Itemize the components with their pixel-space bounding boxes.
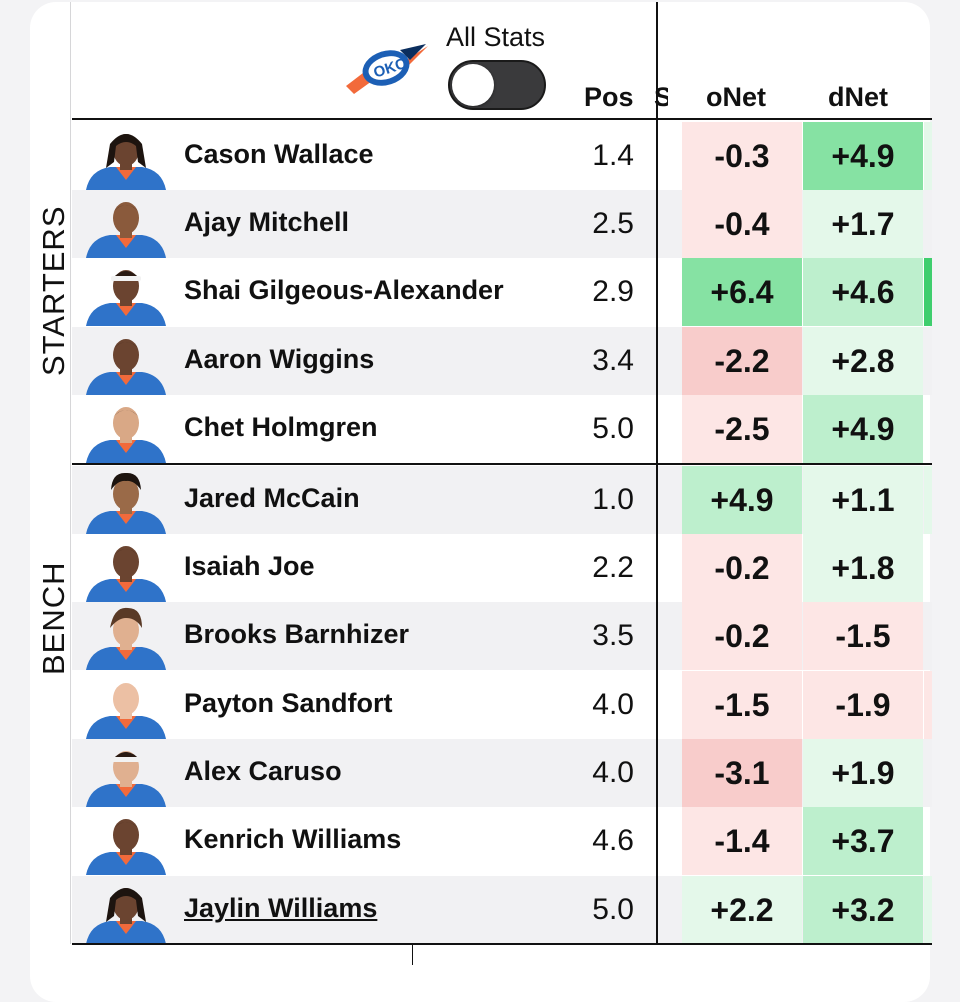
all-stats-toggle[interactable] [448,60,546,110]
onet-cell: -2.5 [682,395,802,463]
player-position: 4.6 [592,824,634,857]
player-position: 1.0 [592,483,634,516]
footer-divider [412,945,413,965]
player-photo [86,134,166,190]
all-stats-label: All Stats [446,22,546,52]
column-header-pos[interactable]: Pos [584,82,634,112]
onet-cell: -0.2 [682,602,802,670]
player-photo [86,339,166,395]
dnet-cell: +3.7 [803,807,923,875]
player-photo [86,407,166,463]
player-photo [86,270,166,326]
player-name[interactable]: Alex Caruso [184,756,342,786]
dnet-cell: +4.9 [803,122,923,190]
column-header-onet[interactable]: oNet [706,82,766,112]
player-photo [86,607,166,670]
table-row[interactable]: Isaiah Joe 2.2 -0.2 +1.8 [72,534,932,602]
table-row[interactable]: Brooks Barnhizer 3.5 -0.2 -1.5 [72,602,932,670]
onet-cell: -1.5 [682,671,802,739]
next-column-edge [924,807,932,875]
dnet-cell: +1.1 [803,466,923,534]
table-row[interactable]: Kenrich Williams 4.6 -1.4 +3.7 [72,807,932,875]
table-row[interactable]: Ajay Mitchell 2.5 -0.4 +1.7 [72,190,932,258]
player-name[interactable]: Shai Gilgeous-Alexander [184,275,504,305]
onet-cell: -3.1 [682,739,802,807]
player-photo [86,683,166,739]
player-name[interactable]: Kenrich Williams [184,824,402,854]
next-column-edge [924,602,932,670]
dnet-cell: +3.2 [803,876,923,944]
toggle-knob [452,64,494,106]
player-position: 5.0 [592,412,634,445]
table-row[interactable]: Shai Gilgeous-Alexander 2.9 +6.4 +4.6 [72,258,932,326]
table-row[interactable]: Jared McCain 1.0 +4.9 +1.1 [72,466,932,534]
player-position: 2.2 [592,551,634,584]
table-row[interactable]: Chet Holmgren 5.0 -2.5 +4.9 [72,395,932,463]
player-position: 1.4 [592,139,634,172]
player-name[interactable]: Chet Holmgren [184,412,378,442]
player-photo [86,472,166,534]
player-name[interactable]: Jaylin Williams [184,893,378,923]
dnet-cell: -1.9 [803,671,923,739]
next-column-edge [924,190,932,258]
table-row[interactable]: Jaylin Williams 5.0 +2.2 +3.2 [72,876,932,944]
table-row[interactable]: Payton Sandfort 4.0 -1.5 -1.9 [72,671,932,739]
player-name[interactable]: Ajay Mitchell [184,207,350,237]
column-divider [656,2,658,944]
player-photo [86,888,166,944]
player-position: 5.0 [592,893,634,926]
dnet-cell: +2.8 [803,327,923,395]
dnet-cell: +4.6 [803,258,923,326]
group-label-bench: BENCH [36,561,71,675]
player-name[interactable]: Jared McCain [184,483,360,513]
onet-cell: +4.9 [682,466,802,534]
onet-cell: +2.2 [682,876,802,944]
dnet-cell: +4.9 [803,395,923,463]
player-name[interactable]: Aaron Wiggins [184,344,375,374]
next-column-edge [924,876,932,944]
group-label-starters: STARTERS [36,205,71,377]
next-column-edge [924,122,932,190]
onet-cell: -2.2 [682,327,802,395]
okc-thunder-logo: OKC [346,44,428,94]
player-position: 4.0 [592,688,634,721]
next-column-edge [924,327,932,395]
table-row[interactable]: Alex Caruso 4.0 -3.1 +1.9 [72,739,932,807]
player-position: 3.5 [592,619,634,652]
player-position: 2.5 [592,207,634,240]
dnet-cell: -1.5 [803,602,923,670]
onet-cell: -0.3 [682,122,802,190]
onet-cell: +6.4 [682,258,802,326]
next-column-edge [924,395,932,463]
starters-bench-divider [72,463,932,465]
onet-cell: -0.2 [682,534,802,602]
player-photo [86,202,166,258]
player-position: 4.0 [592,756,634,789]
next-column-edge [924,258,932,326]
column-header-dnet[interactable]: dNet [828,82,888,112]
onet-cell: -1.4 [682,807,802,875]
player-photo [86,819,166,875]
frozen-column-divider [70,2,71,944]
onet-cell: -0.4 [682,190,802,258]
player-name[interactable]: Brooks Barnhizer [184,619,410,649]
table-row[interactable]: Cason Wallace 1.4 -0.3 +4.9 [72,122,932,190]
player-name[interactable]: Isaiah Joe [184,551,315,581]
dnet-cell: +1.8 [803,534,923,602]
dnet-cell: +1.9 [803,739,923,807]
header-divider [72,118,932,120]
player-position: 2.9 [592,275,634,308]
player-name[interactable]: Cason Wallace [184,139,374,169]
table-row[interactable]: Aaron Wiggins 3.4 -2.2 +2.8 [72,327,932,395]
next-column-edge [924,466,932,534]
player-photo [86,546,166,602]
next-column-edge [924,534,932,602]
player-photo [86,751,166,807]
player-name[interactable]: Payton Sandfort [184,688,393,718]
player-position: 3.4 [592,344,634,377]
next-column-edge [924,671,932,739]
next-column-edge [924,739,932,807]
table-bottom-divider [72,943,932,945]
dnet-cell: +1.7 [803,190,923,258]
